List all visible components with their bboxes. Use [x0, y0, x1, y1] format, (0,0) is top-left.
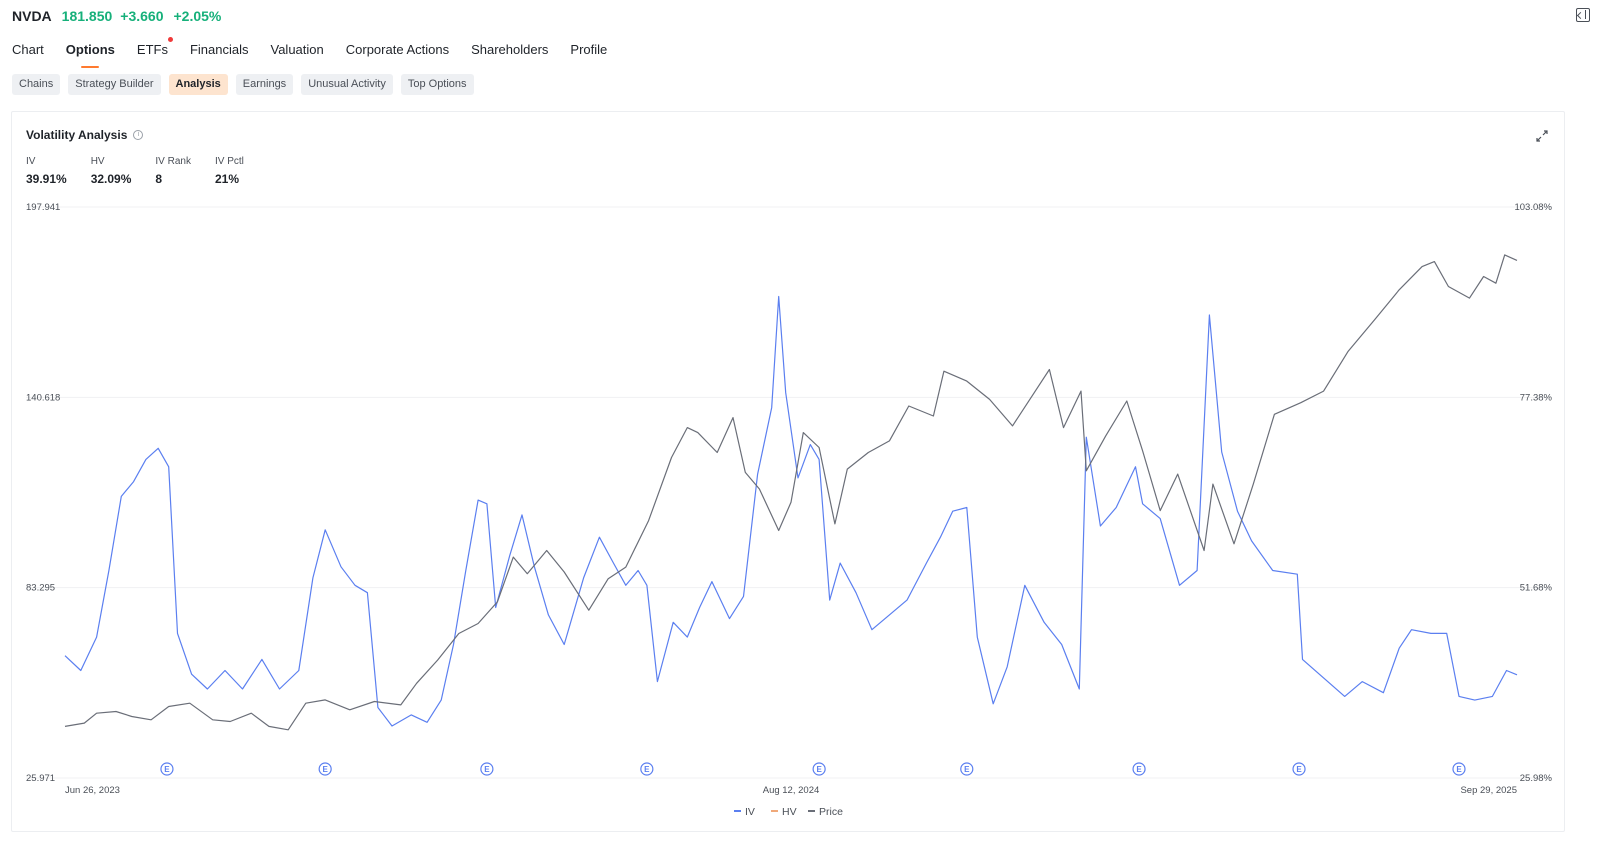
metric-label: IV Rank: [155, 156, 191, 167]
earnings-marker: E: [640, 762, 654, 776]
panel-title: Volatility Analysis i: [26, 128, 144, 142]
expand-icon[interactable]: [1536, 130, 1548, 142]
earnings-marker-label: E: [484, 765, 490, 774]
right-axis-tick-label: 77.38%: [1520, 392, 1553, 403]
earnings-marker-label: E: [964, 765, 970, 774]
info-icon[interactable]: i: [133, 130, 144, 140]
collapse-panel-icon[interactable]: [1576, 8, 1590, 22]
earnings-marker-label: E: [1296, 765, 1302, 774]
tab-label: Profile: [570, 42, 608, 57]
metric-label: IV Pctl: [214, 156, 244, 167]
earnings-marker: E: [812, 762, 826, 776]
volatility-analysis-panel: Volatility Analysis i IV 39.91% HV 32.09% IV…: [11, 111, 1565, 832]
earnings-marker: E: [1292, 762, 1306, 776]
x-axis-tick-label: Jun 26, 2023: [65, 785, 120, 796]
series-line-iv: [64, 295, 1518, 727]
volatility-chart[interactable]: 197.941 140.618 83.295 25.971 103.08% 77.38% 5…: [12, 112, 1566, 833]
ticker-change: +3.660: [120, 8, 164, 24]
left-axis-tick-label: 83.295: [26, 583, 55, 594]
subtab-chains[interactable]: Chains: [12, 74, 61, 95]
subtab-earnings[interactable]: Earnings: [235, 74, 294, 95]
tab-label: Options: [65, 42, 115, 57]
earnings-marker: E: [960, 762, 974, 776]
earnings-marker: E: [318, 762, 332, 776]
tab-label: Financials: [189, 42, 249, 57]
legend-label: Price: [819, 806, 843, 818]
volatility-metrics: IV 39.91% HV 32.09% IV Rank 8 IV Pctl 21%: [26, 156, 268, 186]
legend-label: HV: [782, 806, 797, 818]
right-axis-tick-label: 51.68%: [1520, 583, 1553, 594]
tab-valuation[interactable]: Valuation: [271, 40, 324, 62]
earnings-marker-circle: [1452, 762, 1466, 776]
tab-chart[interactable]: Chart: [12, 40, 44, 62]
earnings-marker-circle: [960, 762, 974, 776]
tab-label: Shareholders: [471, 42, 549, 57]
legend-item-price[interactable]: Price: [808, 806, 843, 818]
metric-label: HV: [90, 156, 105, 167]
metric-label: IV: [26, 156, 36, 167]
earnings-marker: E: [1452, 762, 1466, 776]
earnings-marker: E: [1132, 762, 1146, 776]
metric-value: 21%: [214, 172, 240, 186]
earnings-marker-label: E: [1136, 765, 1142, 774]
metric-iv: IV 39.91%: [26, 156, 67, 186]
tab-options[interactable]: Options: [66, 40, 115, 62]
earnings-marker-circle: [318, 762, 332, 776]
right-axis-tick-label: 103.08%: [1514, 202, 1552, 213]
earnings-marker-label: E: [816, 765, 822, 774]
ticker-symbol: NVDA: [12, 8, 52, 24]
left-axis-tick-label: 140.618: [26, 392, 60, 403]
legend-item-hv[interactable]: HV: [771, 806, 797, 818]
earnings-marker-label: E: [1456, 765, 1462, 774]
right-axis-tick-label: 25.98%: [1520, 773, 1553, 784]
earnings-marker-label: E: [322, 765, 328, 774]
earnings-marker-circle: [1132, 762, 1146, 776]
metric-value: 32.09%: [90, 172, 132, 186]
earnings-marker-circle: [480, 762, 494, 776]
metric-hv: HV 32.09%: [91, 156, 132, 186]
left-axis-tick-label: 197.941: [26, 202, 60, 213]
panel-title-text: Volatility Analysis: [26, 128, 128, 142]
x-axis-tick-label: Sep 29, 2025: [1460, 785, 1517, 796]
main-tab-bar: Chart Options ETFs Financials Valuation Corpo…: [12, 37, 629, 62]
tab-shareholders[interactable]: Shareholders: [471, 40, 548, 62]
earnings-marker-circle: [160, 762, 174, 776]
ticker-change-percent: +2.05%: [173, 8, 222, 24]
subtab-strategy-builder[interactable]: Strategy Builder: [68, 74, 161, 95]
ticker-price: 181.850: [61, 8, 113, 24]
earnings-marker-label: E: [164, 765, 170, 774]
tab-label: Chart: [12, 42, 44, 57]
subtab-top-options[interactable]: Top Options: [400, 74, 474, 95]
legend-item-iv[interactable]: IV: [734, 806, 755, 818]
x-axis-tick-label: Aug 12, 2024: [763, 785, 820, 796]
earnings-marker: E: [160, 762, 174, 776]
metric-iv-rank: IV Rank 8: [155, 156, 191, 186]
tab-corporate-actions[interactable]: Corporate Actions: [346, 40, 449, 62]
tab-label: ETFs: [136, 42, 168, 57]
metric-value: 39.91%: [26, 172, 67, 186]
tab-label: Corporate Actions: [345, 42, 450, 57]
tab-etfs[interactable]: ETFs: [136, 37, 173, 62]
options-sub-tab-bar: Chains Strategy Builder Analysis Earnings Un…: [12, 74, 474, 95]
earnings-marker-circle: [812, 762, 826, 776]
tab-financials[interactable]: Financials: [190, 40, 249, 62]
tab-profile[interactable]: Profile: [570, 40, 607, 62]
subtab-analysis[interactable]: Analysis: [168, 74, 228, 95]
legend-label: IV: [745, 806, 755, 818]
earnings-marker-label: E: [644, 765, 650, 774]
notification-dot: [167, 37, 173, 42]
earnings-marker: E: [480, 762, 494, 776]
earnings-marker-circle: [1292, 762, 1306, 776]
series-line-price: [64, 254, 1518, 731]
left-axis-tick-label: 25.971: [26, 773, 55, 784]
earnings-marker-circle: [640, 762, 654, 776]
tab-label: Valuation: [270, 42, 324, 57]
subtab-unusual-activity[interactable]: Unusual Activity: [301, 74, 393, 95]
metric-value: 8: [155, 172, 163, 186]
metric-iv-pctl: IV Pctl 21%: [215, 156, 244, 186]
ticker-header: NVDA 181.850 +3.660 +2.05%: [12, 6, 221, 26]
